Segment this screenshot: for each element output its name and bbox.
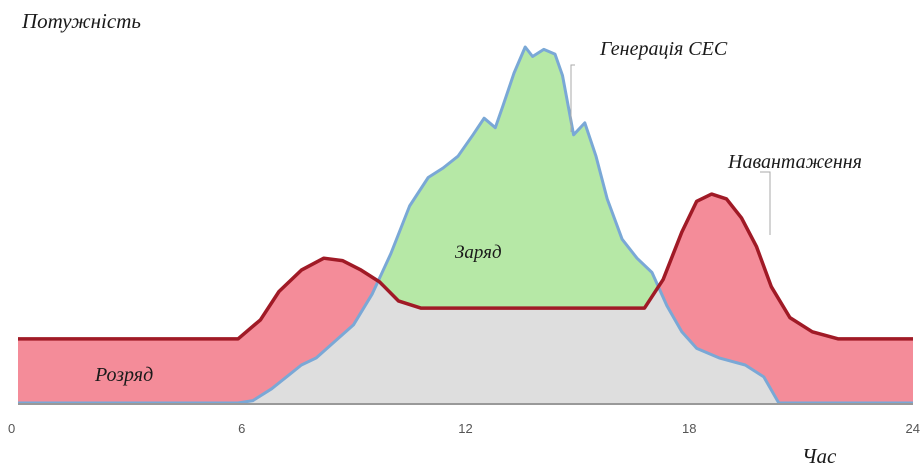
load-series-label: Навантаження — [727, 151, 862, 173]
x-tick-labels: 0 6 12 18 24 — [8, 421, 920, 436]
x-tick-label: 12 — [458, 421, 472, 436]
x-tick-label: 6 — [238, 421, 245, 436]
pv-series-label: Генерація СЕС — [599, 38, 728, 60]
x-tick-label: 0 — [8, 421, 15, 436]
area-layer — [18, 47, 913, 403]
line-layer — [18, 45, 913, 405]
x-tick-label: 18 — [682, 421, 696, 436]
load-line — [18, 192, 913, 341]
y-axis-label: Потужність — [21, 9, 141, 33]
charge-area — [18, 47, 913, 339]
discharge-area-label: Розряд — [94, 364, 153, 386]
pv-generation-line — [18, 45, 913, 405]
pv-leader-line — [570, 64, 575, 132]
load-leader-line — [760, 171, 771, 235]
x-tick-label: 24 — [906, 421, 920, 436]
charge-area-label: Заряд — [455, 242, 502, 263]
x-axis-label: Час — [802, 444, 837, 468]
